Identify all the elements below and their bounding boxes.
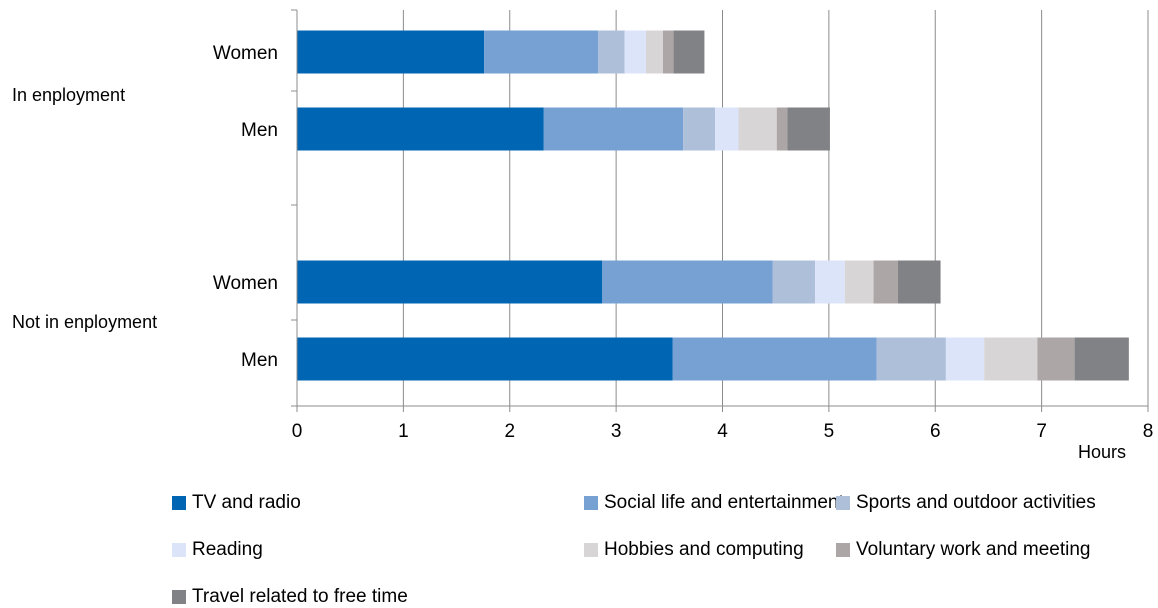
x-tick-label: 4 [717, 421, 728, 442]
bar-segment [945, 337, 985, 381]
bar-segment [624, 30, 646, 74]
x-tick-label: 6 [930, 421, 941, 442]
x-tick-label: 2 [504, 421, 515, 442]
bar-segment [815, 260, 845, 304]
bar-segment [297, 260, 603, 304]
bar-segment [898, 260, 941, 304]
x-tick-label: 7 [1036, 421, 1047, 442]
bar-segment [876, 337, 946, 381]
x-tick-label: 0 [292, 421, 303, 442]
bar-segment [543, 107, 684, 151]
bar-segment [297, 337, 673, 381]
bar-segment [297, 107, 544, 151]
bar-segment [662, 30, 674, 74]
bar-segment [772, 260, 816, 304]
category-label: Women [213, 43, 278, 64]
bar-segment [673, 30, 705, 74]
x-tick-label: 1 [398, 421, 409, 442]
category-label: Women [213, 273, 278, 294]
bar-segment [645, 30, 663, 74]
x-tick-label: 5 [824, 421, 835, 442]
category-label: Men [241, 120, 278, 141]
bar-segment [738, 107, 777, 151]
category-label: Men [241, 350, 278, 371]
bar-segment [297, 30, 485, 74]
x-axis-title: Hours [1078, 442, 1126, 462]
x-tick-label: 8 [1143, 421, 1154, 442]
x-tick-label: 3 [611, 421, 622, 442]
bar-segment [844, 260, 874, 304]
bar-segment [602, 260, 773, 304]
bar-segment [1037, 337, 1075, 381]
group-label: In enployment [12, 85, 125, 105]
bar-segment [598, 30, 625, 74]
bar-segment [1074, 337, 1129, 381]
group-label: Not in enployment [12, 312, 157, 332]
bar-segment [776, 107, 788, 151]
bar-segment [715, 107, 739, 151]
bar-segment [984, 337, 1038, 381]
bar-segment [787, 107, 830, 151]
bar-segment [672, 337, 877, 381]
bar-segment [873, 260, 899, 304]
bar-segment [683, 107, 716, 151]
bar-segment [484, 30, 599, 74]
